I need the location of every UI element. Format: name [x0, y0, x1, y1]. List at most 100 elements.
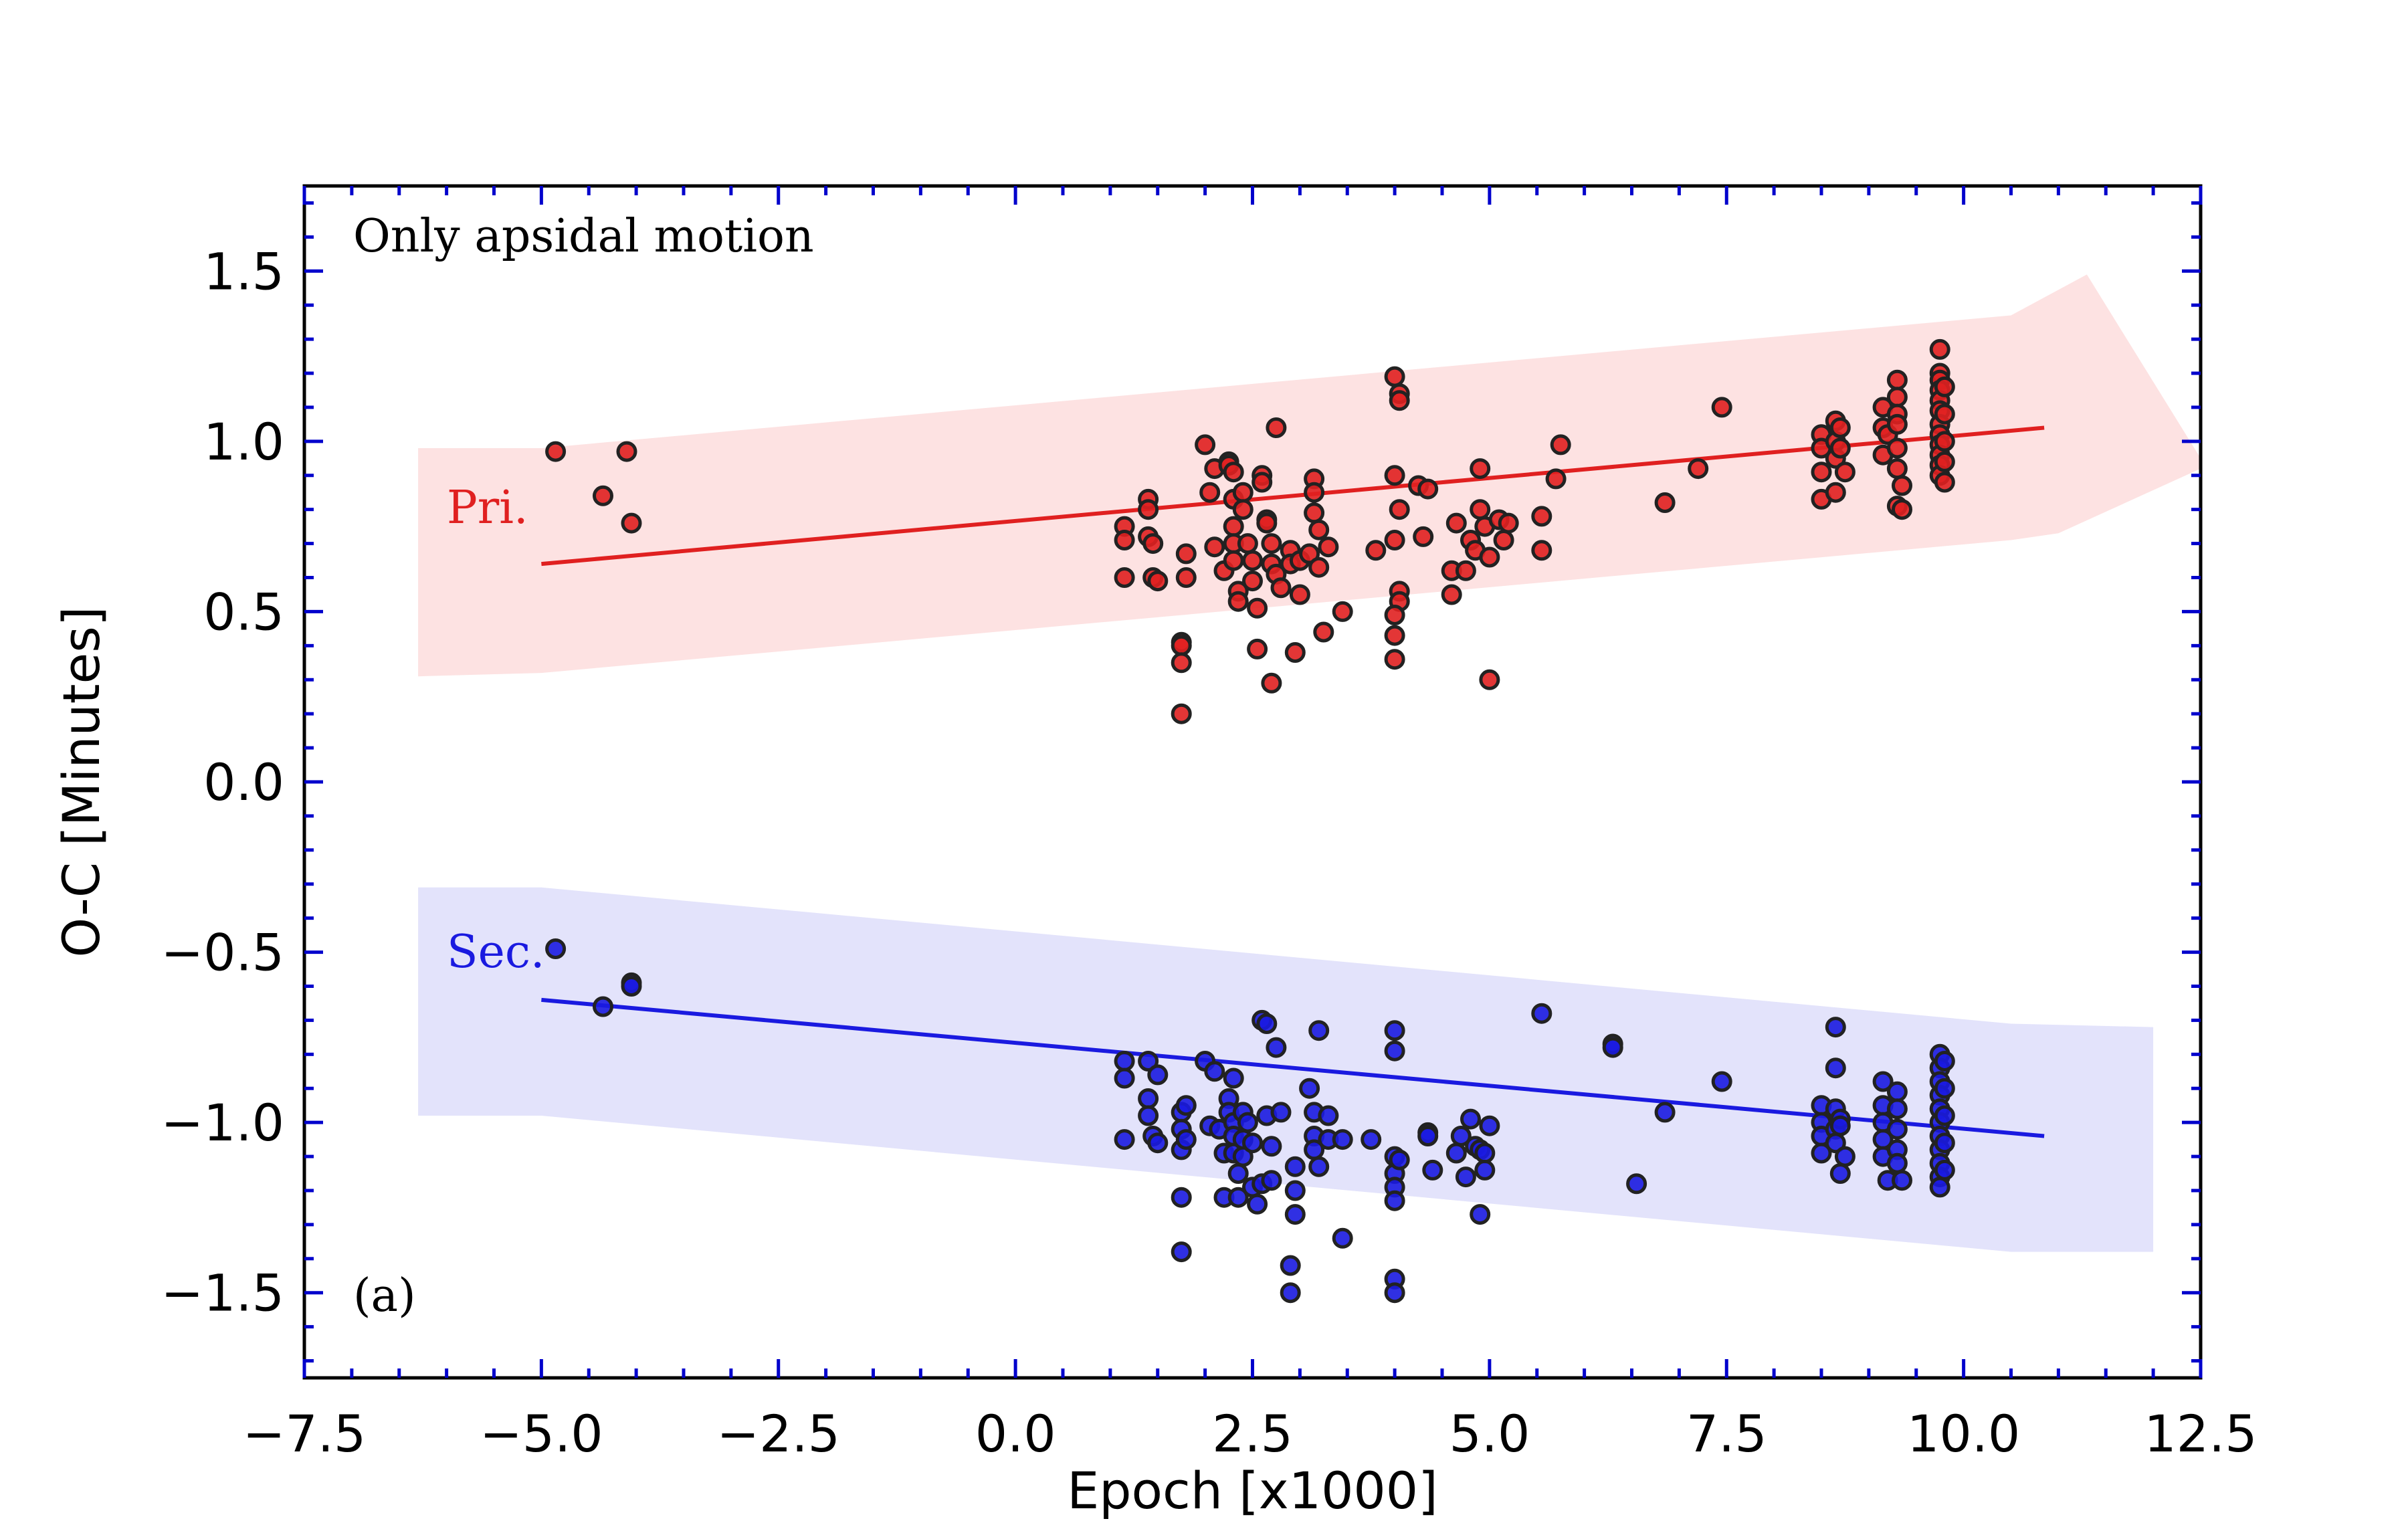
- primary-point: [1284, 642, 1306, 663]
- primary-point: [1171, 635, 1192, 656]
- primary-point: [1318, 536, 1339, 558]
- secondary-point: [1237, 1112, 1258, 1133]
- x-tick-label: −2.5: [716, 1404, 840, 1463]
- annotation-panel-label: (a): [353, 1269, 416, 1322]
- secondary-point: [1886, 1081, 1908, 1102]
- primary-point: [545, 441, 567, 462]
- y-tick-label: 1.0: [203, 412, 284, 472]
- primary-point: [1531, 506, 1552, 527]
- x-tick-label: 2.5: [1212, 1404, 1293, 1463]
- primary-point: [1934, 376, 1955, 397]
- secondary-point: [1389, 1149, 1410, 1171]
- primary-point: [1470, 458, 1491, 480]
- secondary-point: [1934, 1078, 1955, 1099]
- primary-point: [1171, 652, 1192, 674]
- primary-point: [1493, 530, 1514, 550]
- secondary-point: [1384, 1190, 1405, 1211]
- primary-point: [1934, 403, 1955, 425]
- secondary-point: [1450, 1126, 1472, 1146]
- secondary-point: [1270, 1102, 1292, 1123]
- primary-point: [1195, 434, 1216, 455]
- secondary-point: [1175, 1095, 1197, 1116]
- primary-point: [1175, 567, 1197, 588]
- primary-series-label: Pri.: [447, 482, 528, 534]
- secondary-point: [1280, 1255, 1301, 1276]
- secondary-point: [1280, 1282, 1301, 1304]
- primary-point: [1308, 556, 1330, 578]
- primary-point: [1261, 533, 1282, 554]
- primary-point: [1266, 417, 1287, 438]
- primary-point: [1289, 584, 1310, 605]
- primary-point: [1479, 546, 1500, 568]
- secondary-point: [1114, 1051, 1135, 1072]
- secondary-point: [593, 996, 613, 1017]
- secondary-point: [621, 976, 642, 997]
- primary-point: [1934, 431, 1955, 452]
- primary-point: [1232, 482, 1253, 503]
- primary-point: [1384, 366, 1405, 387]
- y-tick-label: 0.0: [203, 752, 284, 812]
- secondary-point: [1299, 1078, 1320, 1099]
- primary-point: [1299, 543, 1320, 565]
- primary-point: [1227, 591, 1249, 612]
- primary-point: [1445, 512, 1467, 534]
- secondary-point: [1256, 1013, 1278, 1034]
- primary-point: [1829, 437, 1851, 459]
- primary-point: [1389, 499, 1410, 520]
- data-points: [545, 338, 1955, 1304]
- primary-point: [1114, 567, 1135, 588]
- secondary-point: [1479, 1115, 1500, 1136]
- secondary-point: [1232, 1146, 1253, 1167]
- primary-point: [1114, 530, 1135, 550]
- x-tick-label: 7.5: [1686, 1404, 1767, 1463]
- primary-point: [1147, 571, 1169, 592]
- primary-point: [593, 485, 613, 506]
- primary-point: [1934, 451, 1955, 472]
- secondary-point: [1872, 1071, 1894, 1092]
- primary-point: [1304, 482, 1325, 503]
- primary-point: [621, 512, 642, 534]
- secondary-point: [1626, 1173, 1647, 1195]
- secondary-band: [418, 887, 2154, 1252]
- primary-point: [1389, 390, 1410, 411]
- secondary-point: [1384, 1282, 1405, 1304]
- secondary-point: [1834, 1146, 1855, 1167]
- secondary-point: [1284, 1180, 1306, 1201]
- secondary-point: [1114, 1129, 1135, 1150]
- primary-point: [1175, 543, 1197, 565]
- secondary-point: [1261, 1170, 1282, 1191]
- secondary-fit-line: [541, 997, 2045, 1138]
- x-tick-label: 5.0: [1449, 1404, 1530, 1463]
- secondary-point: [1114, 1068, 1135, 1089]
- primary-point: [1892, 475, 1912, 496]
- secondary-point: [1825, 1057, 1846, 1079]
- primary-point: [1479, 669, 1500, 690]
- primary-point: [1886, 369, 1908, 391]
- secondary-point: [1223, 1068, 1244, 1089]
- secondary-point: [1284, 1156, 1306, 1177]
- secondary-point: [1934, 1159, 1955, 1181]
- secondary-point: [1886, 1098, 1908, 1120]
- primary-fit-line: [541, 425, 2045, 567]
- primary-point: [1237, 533, 1258, 554]
- primary-point: [1199, 482, 1221, 503]
- primary-point: [1417, 478, 1439, 500]
- primary-point: [1247, 638, 1268, 659]
- secondary-point: [1934, 1105, 1955, 1126]
- primary-point: [1531, 540, 1552, 561]
- primary-point: [1470, 499, 1491, 520]
- secondary-point: [1308, 1156, 1330, 1177]
- primary-point: [1929, 338, 1950, 360]
- primary-point: [1251, 472, 1273, 493]
- primary-point: [616, 441, 637, 462]
- primary-point: [1242, 571, 1263, 592]
- x-tick-label: 12.5: [2144, 1404, 2257, 1463]
- secondary-point: [1171, 1187, 1192, 1208]
- secondary-point: [1227, 1163, 1249, 1184]
- primary-point: [1204, 536, 1225, 558]
- secondary-point: [1384, 1020, 1405, 1041]
- primary-point: [1886, 387, 1908, 408]
- y-tick-label: −1.0: [161, 1093, 284, 1152]
- secondary-point: [1308, 1020, 1330, 1041]
